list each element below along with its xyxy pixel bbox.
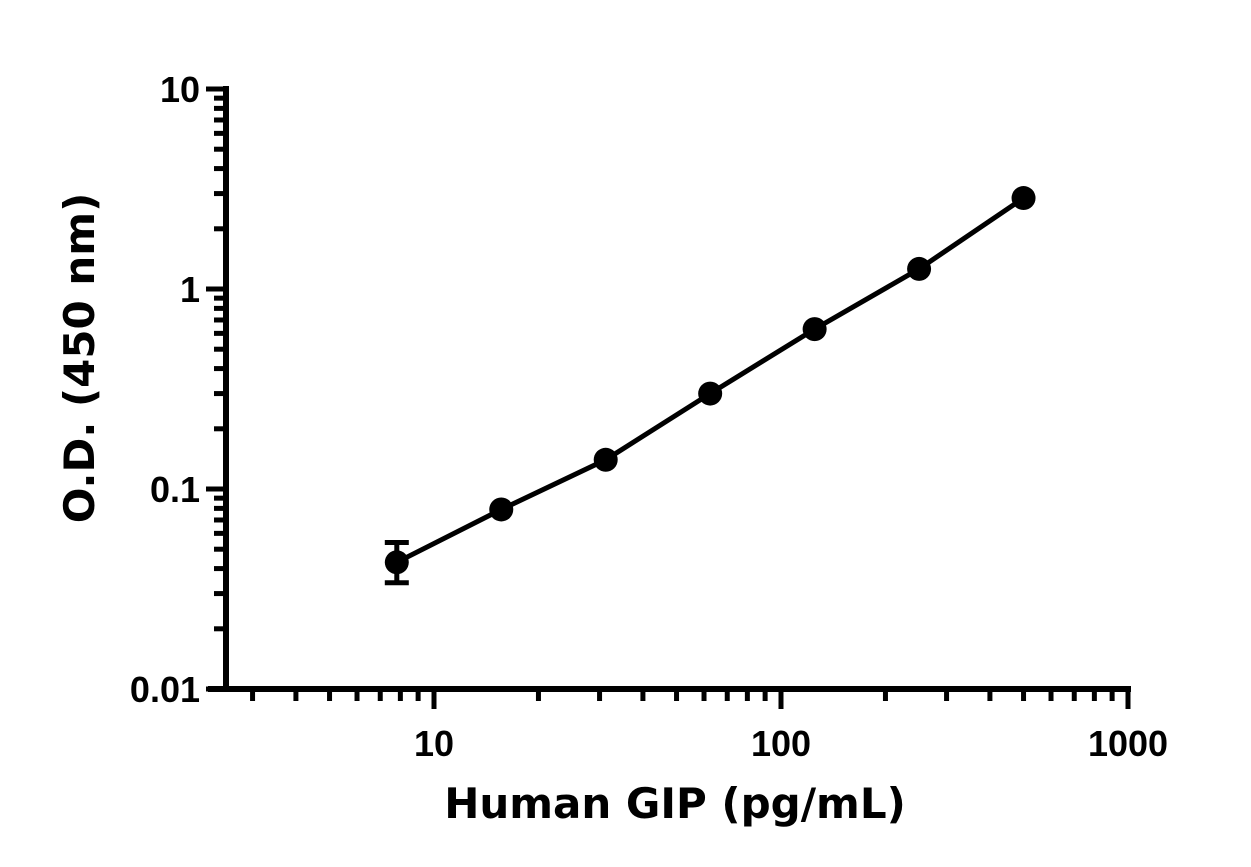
data-point-marker <box>907 256 932 281</box>
x-axis-title: Human GIP (pg/mL) <box>444 779 906 828</box>
data-series <box>384 186 1036 586</box>
y-tick-label: 10 <box>160 69 200 110</box>
axes <box>206 86 1131 709</box>
y-tick-label: 1 <box>180 269 200 310</box>
y-tick-label: 0.01 <box>130 669 200 710</box>
y-tick-label: 0.1 <box>150 469 200 510</box>
x-tick-label: 10 <box>414 723 454 764</box>
data-point-marker <box>593 447 618 472</box>
data-point-marker <box>489 497 514 522</box>
x-tick-label: 100 <box>751 723 811 764</box>
y-axis-title: O.D. (450 nm) <box>55 193 104 524</box>
data-point-marker <box>802 317 827 342</box>
data-point-marker <box>384 550 409 575</box>
tick-labels: 0.01 0.1 1 10 10 100 1000 <box>130 69 1168 764</box>
data-point-marker <box>1011 186 1036 211</box>
x-tick-label: 1000 <box>1088 723 1168 764</box>
data-point-marker <box>698 381 723 406</box>
